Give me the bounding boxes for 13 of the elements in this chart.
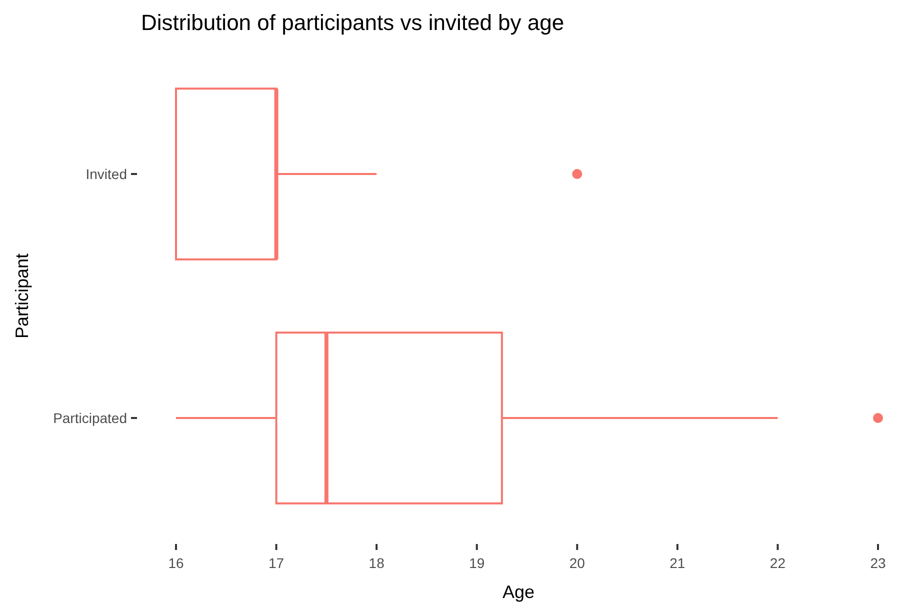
x-tick-label: 18 xyxy=(368,555,385,571)
x-tick-label: 23 xyxy=(870,555,886,571)
x-tick-label: 19 xyxy=(469,555,485,571)
x-tick-label: 16 xyxy=(168,555,184,571)
x-tick-label: 22 xyxy=(770,555,786,571)
y-tick-label: Participated xyxy=(53,410,127,426)
chart-title: Distribution of participants vs invited by age xyxy=(141,10,564,35)
x-tick-label: 17 xyxy=(268,555,284,571)
x-tick-label: 21 xyxy=(670,555,686,571)
y-tick-label: Invited xyxy=(86,166,127,182)
y-axis-title: Participant xyxy=(12,253,32,339)
x-axis-title: Age xyxy=(502,582,535,602)
x-tick-label: 20 xyxy=(569,555,586,571)
